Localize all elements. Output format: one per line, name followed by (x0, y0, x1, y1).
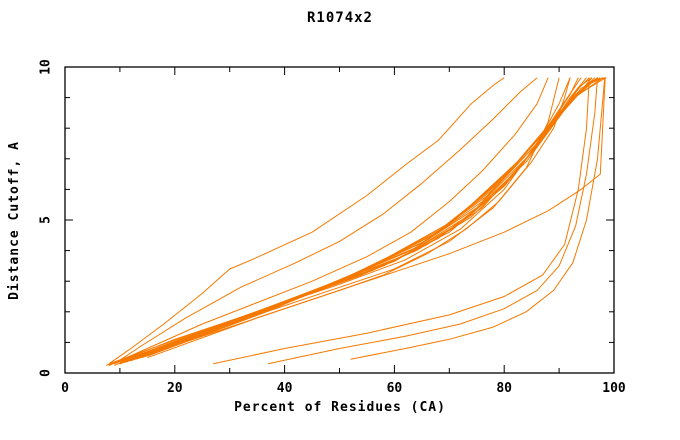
model-curve-12 (125, 77, 596, 362)
x-tick-label: 40 (276, 381, 293, 396)
model-curve-25 (119, 77, 571, 365)
model-curve-17 (141, 77, 607, 359)
x-tick-label: 80 (496, 381, 513, 396)
y-tick-label: 0 (38, 369, 54, 377)
model-curve-3 (108, 77, 549, 366)
x-tick-label: 0 (61, 381, 69, 396)
x-axis-title: Percent of Residues (CA) (234, 400, 446, 415)
model-curve-23 (267, 77, 598, 365)
model-curve-21 (147, 77, 606, 359)
x-tick-label: 100 (602, 381, 626, 396)
y-tick-label: 5 (38, 216, 54, 224)
model-curve-1 (108, 77, 505, 365)
model-curve-18 (141, 77, 598, 357)
x-tick-label: 20 (166, 381, 183, 396)
model-curve-7 (114, 77, 582, 365)
model-curve-9 (119, 77, 590, 365)
chart-title: R1074x2 (306, 10, 373, 26)
model-curve-6 (108, 77, 579, 365)
model-curve-10 (119, 77, 593, 363)
model-curve-20 (147, 77, 607, 356)
model-curve-8 (114, 77, 587, 366)
model-curve-2 (114, 77, 538, 365)
axis-frame (64, 66, 615, 374)
x-tick-label: 60 (386, 381, 403, 396)
y-tick-label: 10 (38, 59, 54, 75)
model-curve-13 (130, 77, 598, 362)
model-curve-24 (350, 77, 606, 360)
model-curve-14 (130, 77, 601, 360)
model-curve-22 (213, 77, 590, 365)
model-curve-11 (125, 77, 593, 363)
